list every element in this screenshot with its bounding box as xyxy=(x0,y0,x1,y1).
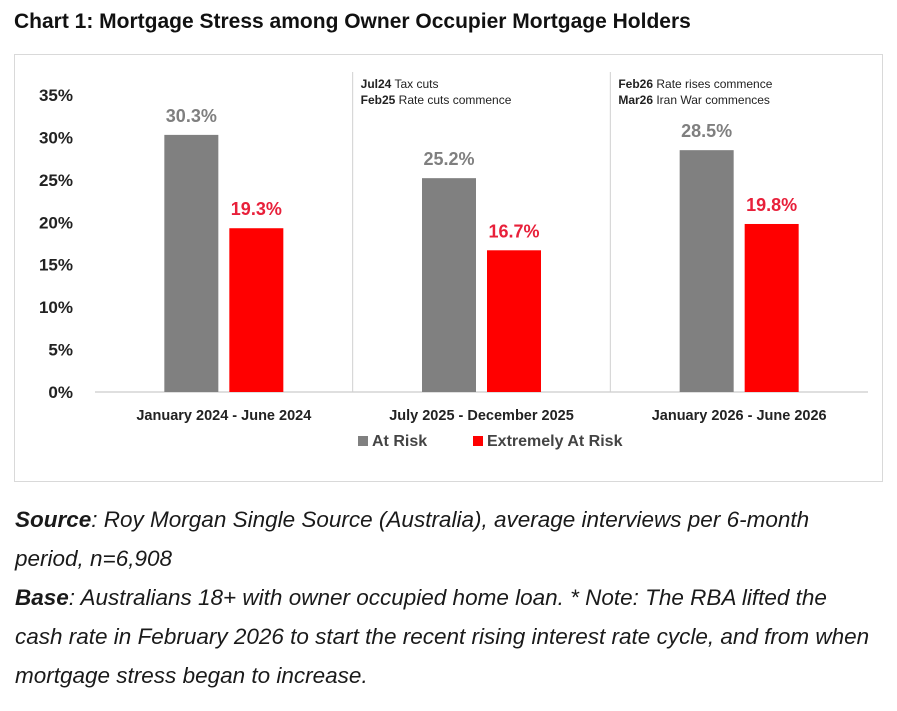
y-tick-label: 10% xyxy=(39,298,73,317)
y-tick-label: 15% xyxy=(39,256,73,275)
y-tick-label: 5% xyxy=(48,341,73,360)
bar-extremely-at-risk xyxy=(744,223,799,392)
base-note: Base: Australians 18+ with owner occupie… xyxy=(15,578,875,695)
annotation-text: Feb25 Rate cuts commence xyxy=(361,93,512,107)
y-tick-label: 0% xyxy=(48,383,73,402)
x-tick-label: January 2024 - June 2024 xyxy=(136,408,311,424)
chart-frame xyxy=(14,54,883,482)
data-label: 25.2% xyxy=(423,149,474,169)
chart-title: Chart 1: Mortgage Stress among Owner Occ… xyxy=(14,10,691,33)
source-label: Source xyxy=(15,507,92,532)
bar-extremely-at-risk xyxy=(487,250,541,392)
bar-extremely-at-risk xyxy=(229,228,284,392)
annotation-text: Jul24 Tax cuts xyxy=(361,77,439,91)
source-note: Source: Roy Morgan Single Source (Austra… xyxy=(15,500,875,578)
x-tick-label: January 2026 - June 2026 xyxy=(652,408,827,424)
legend-label: Extremely At Risk xyxy=(487,433,623,450)
y-tick-label: 30% xyxy=(39,128,73,147)
data-label: 28.5% xyxy=(681,121,732,141)
bar-at-risk xyxy=(164,134,219,392)
annotation-text: Feb26 Rate rises commence xyxy=(618,77,772,91)
legend-label: At Risk xyxy=(372,433,427,450)
data-label: 30.3% xyxy=(166,106,217,126)
bar-at-risk xyxy=(422,178,476,392)
footnote: Source: Roy Morgan Single Source (Austra… xyxy=(15,500,875,695)
source-text: : Roy Morgan Single Source (Australia), … xyxy=(15,507,810,571)
annotation-text: Mar26 Iran War commences xyxy=(618,93,770,107)
y-tick-label: 20% xyxy=(39,213,73,232)
bar-chart: 0% 5% 10% 15% 20% 25% 30% 35% 30.3% 19.3% January … xyxy=(39,72,868,450)
data-label: 19.8% xyxy=(746,195,797,215)
bar-at-risk xyxy=(679,150,734,392)
base-text: : Australians 18+ with owner occupied ho… xyxy=(15,585,870,688)
legend-swatch-extremely-at-risk xyxy=(473,436,483,446)
data-label: 16.7% xyxy=(488,221,539,241)
y-tick-label: 25% xyxy=(39,171,73,190)
data-label: 19.3% xyxy=(231,199,282,219)
x-tick-label: July 2025 - December 2025 xyxy=(389,408,574,424)
y-tick-label: 35% xyxy=(39,86,73,105)
legend-swatch-at-risk xyxy=(358,436,368,446)
base-label: Base xyxy=(15,585,69,610)
